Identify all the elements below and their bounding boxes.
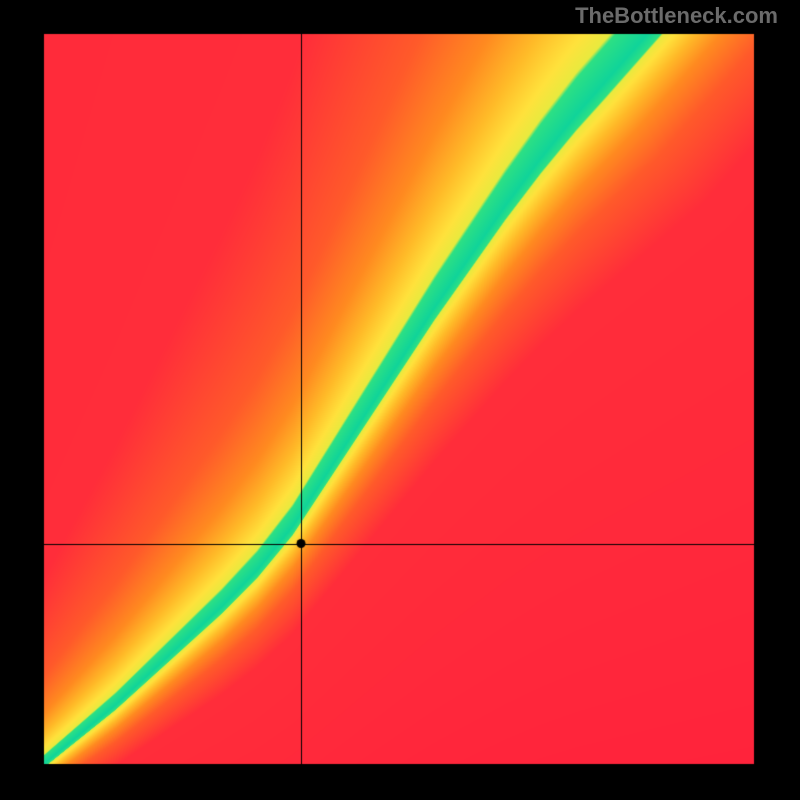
watermark-text: TheBottleneck.com	[575, 3, 778, 29]
bottleneck-heatmap	[0, 0, 800, 800]
